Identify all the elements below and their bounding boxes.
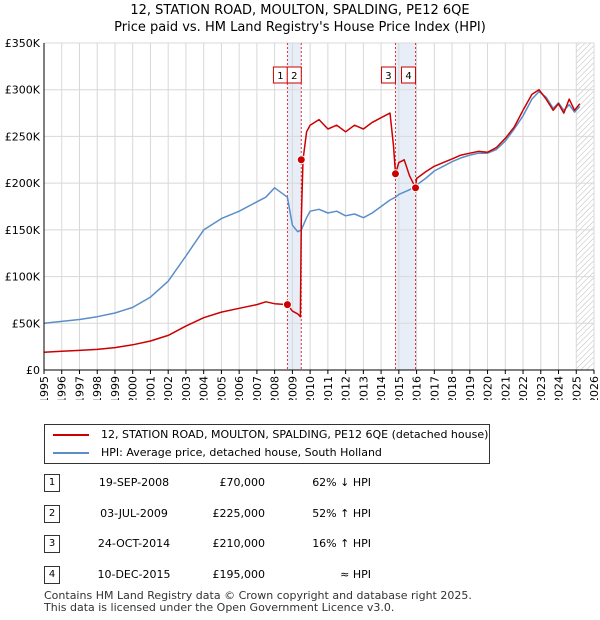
transaction-number: 1 (44, 474, 60, 492)
transaction-label-box (401, 66, 417, 84)
x-tick-label: 2019 (464, 376, 477, 400)
x-tick-label: 2012 (340, 376, 353, 400)
x-tick-label: 2009 (286, 376, 299, 400)
transaction-band (395, 43, 416, 370)
x-tick-label: 2021 (499, 376, 512, 400)
transaction-label: 3 (385, 71, 391, 82)
x-tick-label: 2007 (251, 376, 264, 400)
transaction-number: 4 (44, 566, 60, 584)
x-tick-label: 2005 (215, 376, 228, 400)
plot-area (44, 43, 594, 370)
y-tick-label: £300K (5, 84, 41, 97)
legend: 12, STATION ROAD, MOULTON, SPALDING, PE1… (44, 424, 490, 464)
transaction-point (296, 155, 306, 165)
x-tick-label: 2017 (428, 376, 441, 400)
x-tick-label: 2013 (357, 376, 370, 400)
x-tick-label: 2002 (162, 376, 175, 400)
footer-licence: This data is licensed under the Open Gov… (44, 601, 395, 614)
transaction-price: £225,000 (212, 507, 266, 520)
transaction-date: 10-DEC-2015 (97, 568, 171, 581)
transaction-price: £70,000 (219, 476, 266, 489)
legend-label-property: 12, STATION ROAD, MOULTON, SPALDING, PE1… (101, 428, 489, 441)
x-tick-label: 1996 (56, 376, 69, 400)
legend-swatch-hpi (53, 452, 89, 454)
x-tick-label: 2000 (127, 376, 140, 400)
y-tick-label: £50K (12, 317, 41, 330)
transaction-date: 03-JUL-2009 (100, 507, 168, 520)
transaction-price: £210,000 (212, 537, 266, 550)
y-tick-label: £200K (5, 177, 41, 190)
x-tick-label: 2023 (535, 376, 548, 400)
x-tick-label: 2015 (393, 376, 406, 400)
x-tick-label: 1995 (38, 376, 51, 400)
legend-swatch-property (53, 434, 89, 436)
transaction-date: 19-SEP-2008 (98, 476, 170, 489)
transaction-price: £195,000 (212, 568, 266, 581)
transaction-hpi: ≈ HPI (340, 568, 371, 581)
transaction-hpi: 52% ↑ HPI (312, 507, 371, 520)
transaction-label-box (286, 66, 302, 84)
x-tick-label: 2025 (570, 376, 583, 400)
legend-label-hpi: HPI: Average price, detached house, Sout… (101, 446, 382, 459)
x-tick-label: 2020 (482, 376, 495, 400)
x-tick-label: 2004 (198, 376, 211, 400)
transaction-hpi: 16% ↑ HPI (312, 537, 371, 550)
y-tick-label: £100K (5, 271, 41, 284)
x-tick-label: 2006 (233, 376, 246, 400)
x-tick-label: 2011 (322, 376, 335, 400)
y-tick-label: £150K (5, 224, 41, 237)
transaction-date: 24-OCT-2014 (97, 537, 171, 550)
x-tick-label: 2010 (304, 376, 317, 400)
price-chart: 1 2 3 4 £0 £50K £100K £150K £200K £250K £300K £350K… (5, 37, 600, 400)
transaction-point (282, 300, 292, 310)
series-line-hpi (43, 90, 581, 325)
series-line-property (43, 88, 581, 353)
x-tick-label: 2008 (269, 376, 282, 400)
x-tick-label: 2024 (553, 376, 566, 400)
transaction-label: 2 (291, 71, 297, 82)
y-tick-label: £250K (5, 130, 41, 143)
x-tick-label: 1997 (73, 376, 86, 400)
x-tick-label: 2003 (180, 376, 193, 400)
y-tick-label: £350K (5, 37, 41, 50)
y-tick-label: £0 (26, 364, 40, 377)
x-tick-label: 2001 (144, 376, 157, 400)
x-tick-label: 2018 (446, 376, 459, 400)
x-tick-label: 1999 (109, 376, 122, 400)
transaction-number: 2 (44, 505, 60, 523)
x-tick-label: 1998 (91, 376, 104, 400)
transaction-hpi: 62% ↓ HPI (312, 476, 371, 489)
forecast-region (576, 43, 594, 370)
x-tick-label: 2022 (517, 376, 530, 400)
transaction-label-box (380, 66, 396, 84)
transaction-label: 1 (277, 71, 283, 82)
transaction-label: 4 (405, 71, 411, 82)
footer-copyright: Contains HM Land Registry data © Crown c… (44, 589, 472, 602)
transaction-band (287, 43, 302, 370)
x-tick-label: 2014 (375, 376, 388, 400)
x-tick-label: 2026 (588, 376, 600, 400)
transaction-point (411, 183, 421, 193)
chart-subtitle: Price paid vs. HM Land Registry's House … (114, 20, 486, 35)
chart-title: 12, STATION ROAD, MOULTON, SPALDING, PE1… (130, 3, 470, 18)
x-tick-label: 2016 (411, 376, 424, 400)
transaction-number: 3 (44, 535, 60, 553)
transaction-point (390, 169, 400, 179)
